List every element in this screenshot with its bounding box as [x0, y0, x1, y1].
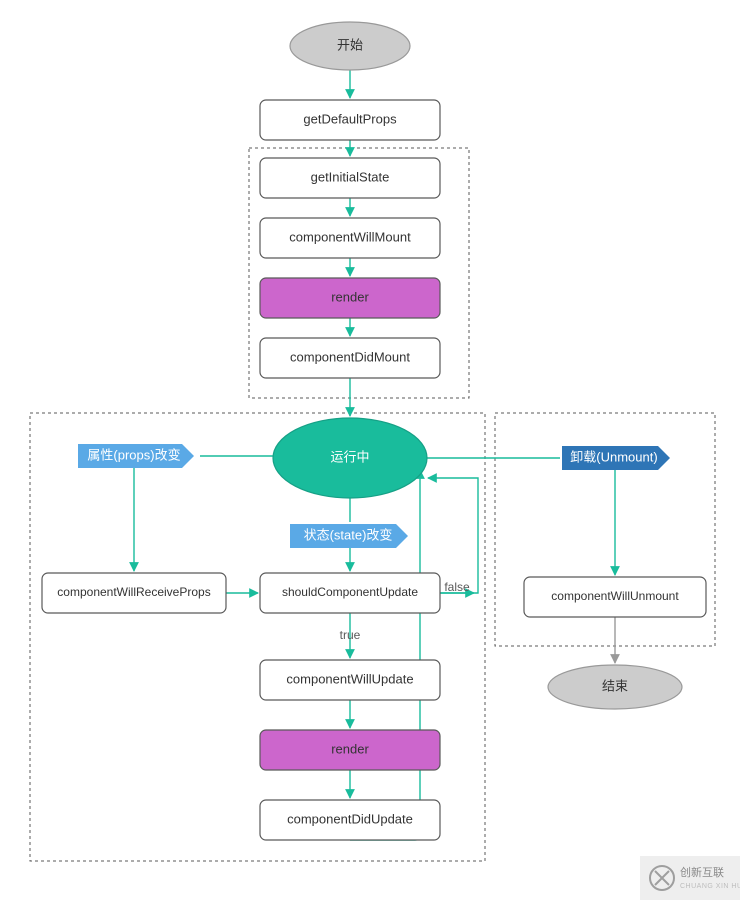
edge-label-true: true	[340, 628, 361, 642]
watermark: 创新互联 CHUANG XIN HU LIAN	[640, 856, 740, 900]
lifecycle-flowchart: 开始 getDefaultProps getInitialState compo…	[0, 0, 740, 900]
running-label: 运行中	[330, 449, 369, 464]
edge-label-false: false	[444, 580, 470, 594]
watermark-sub: CHUANG XIN HU LIAN	[680, 883, 740, 890]
label-componentWillUnmount: componentWillUnmount	[551, 589, 679, 603]
tag-unmount-label: 卸载(Unmount)	[570, 449, 657, 464]
label-componentWillMount: componentWillMount	[289, 229, 411, 244]
label-getInitialState: getInitialState	[311, 169, 390, 184]
group-update	[30, 413, 485, 861]
label-componentDidMount: componentDidMount	[290, 349, 410, 364]
start-label: 开始	[337, 37, 363, 52]
label-getDefaultProps: getDefaultProps	[303, 111, 397, 126]
watermark-brand: 创新互联	[680, 865, 724, 879]
end-label: 结束	[602, 678, 628, 693]
label-componentWillUpdate: componentWillUpdate	[286, 671, 413, 686]
tag-props-change-label: 属性(props)改变	[87, 447, 180, 462]
label-componentDidUpdate: componentDidUpdate	[287, 811, 413, 826]
tag-state-change-label: 状态(state)改变	[304, 527, 393, 542]
label-shouldComponentUpdate: shouldComponentUpdate	[282, 585, 418, 599]
label-componentWillReceiveProps: componentWillReceiveProps	[57, 585, 210, 599]
label-render-mount: render	[331, 289, 369, 304]
label-render-update: render	[331, 741, 369, 756]
